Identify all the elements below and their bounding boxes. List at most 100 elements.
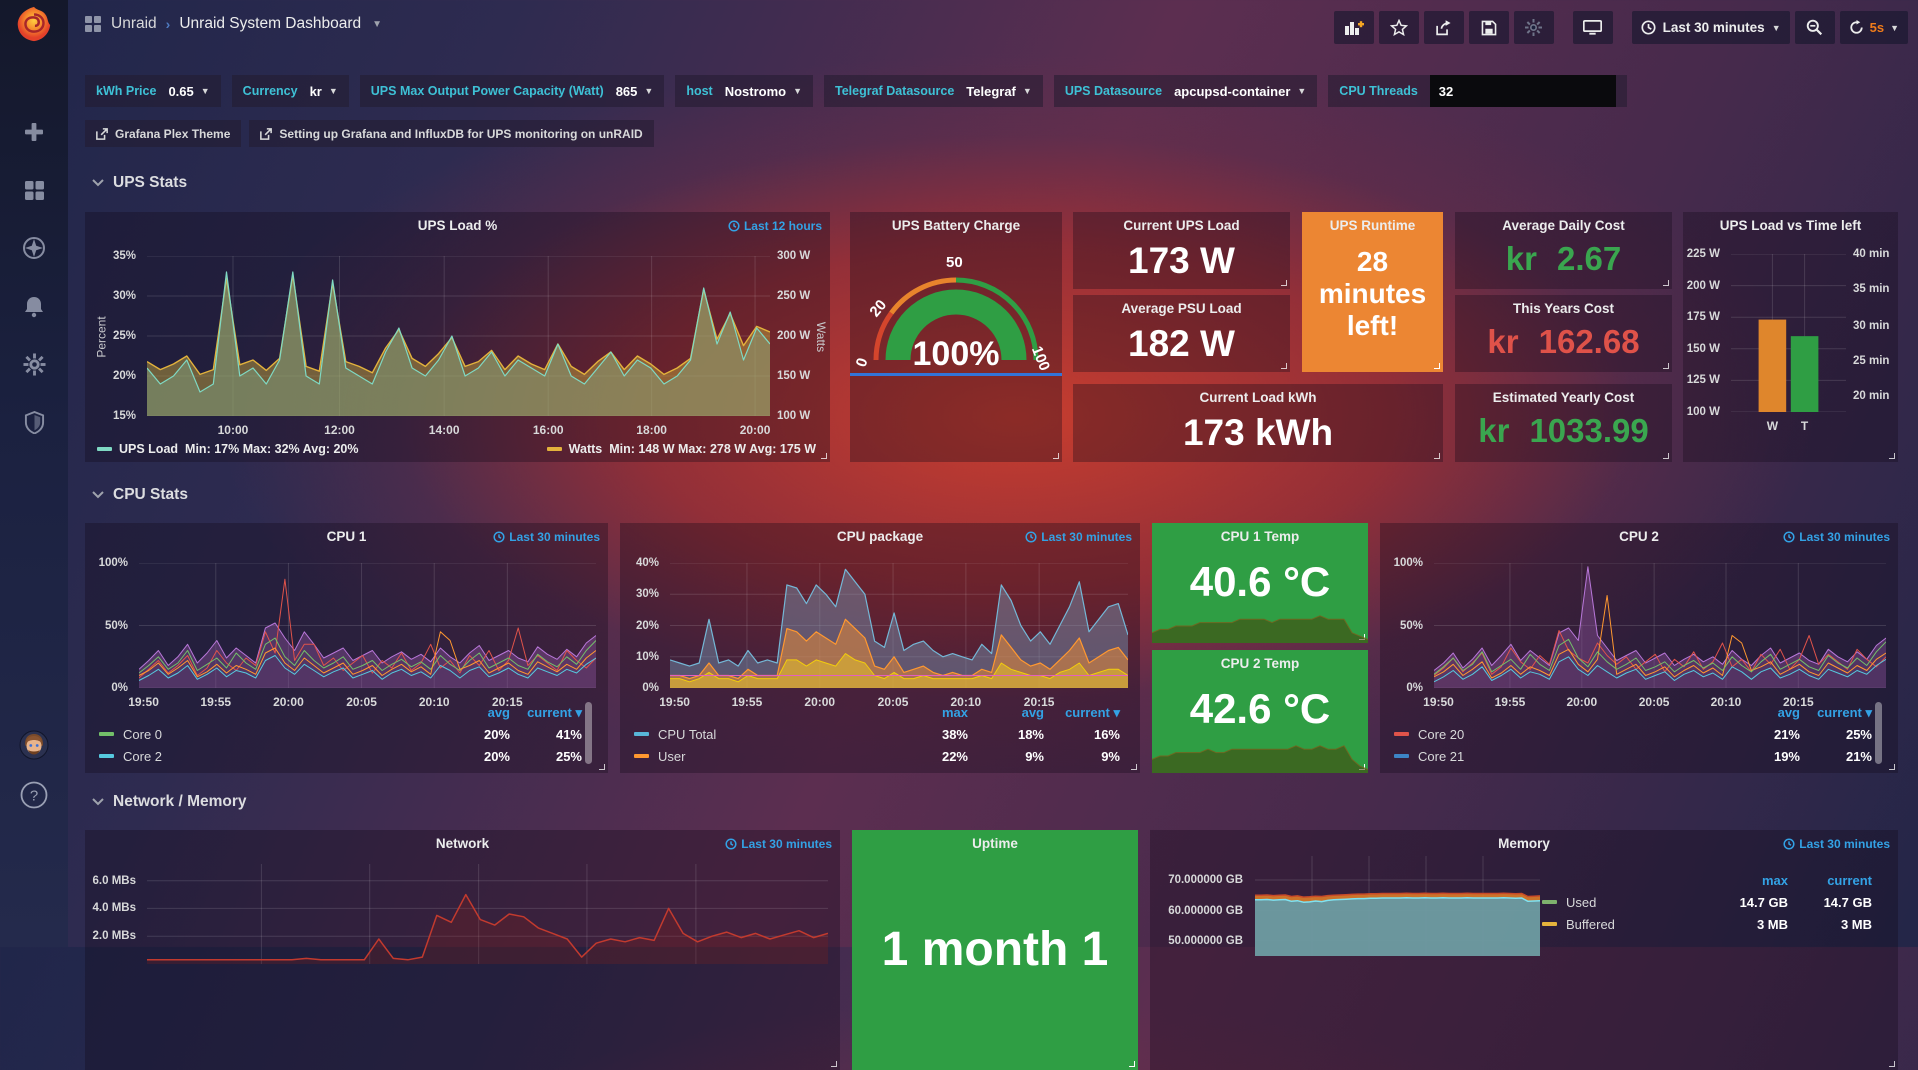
settings-button[interactable] [1513,11,1554,44]
network-chart[interactable] [147,864,828,964]
cpu2-chart[interactable] [1434,563,1886,688]
sidebar: ? [0,0,68,947]
stat-value: 42.6 °C [1189,685,1331,732]
gauge-threshold-line [850,373,1062,376]
variable-cpu-threads: CPU Threads [1328,75,1627,107]
refresh-button[interactable]: 5s ▼ [1839,11,1908,44]
panel-time-range[interactable]: Last 30 minutes [493,523,600,551]
template-variables-row: kWh Price 0.65 ▼ Currency kr ▼ UPS Max Outpu… [85,75,1627,107]
legend[interactable]: avg current ▾ Core 20 21% 25% Core 21 19% 21% [1394,702,1882,767]
share-button[interactable] [1423,11,1464,44]
panel-cpu-package: CPU package Last 30 minutes 40% 30% 20% 10%… [620,523,1140,773]
zoom-out-button[interactable] [1794,11,1835,44]
stat-value: 1 month 1 [881,923,1109,976]
legend[interactable]: max current Used 14.7 GB 14.7 GB Buffered 3 MB… [1542,870,1872,935]
clock-icon [1641,20,1656,35]
breadcrumb-app[interactable]: Unraid [111,15,157,32]
x-axis: 19:50 19:55 20:00 20:05 20:10 20:15 [1423,695,1814,709]
panel-title[interactable]: This Years Cost [1512,301,1615,316]
panel-this-years-cost: This Years Cost kr 162.68 [1455,295,1672,372]
panel-title[interactable]: CPU 2 Temp [1220,656,1300,671]
legend[interactable]: max avg current ▾ CPU Total 38% 18% 16% User 22%… [634,702,1120,767]
server-admin-shield-icon[interactable] [0,400,68,444]
chevron-down-icon [92,174,104,192]
clock-icon [1783,838,1795,850]
link-ups-monitoring-guide[interactable]: Setting up Grafana and InfluxDB for UPS … [249,120,654,147]
memory-chart[interactable] [1255,856,1540,956]
variable-currency[interactable]: Currency kr ▼ [231,75,349,107]
chevron-down-icon[interactable]: ▼ [372,18,383,30]
panel-time-range[interactable]: Last 30 minutes [725,830,832,858]
panel-title: CPU 1 [326,529,367,544]
panel-title[interactable]: Average PSU Load [1121,301,1242,316]
y-axis-left: 40% 30% 20% 10% 0% [635,557,659,694]
breadcrumb-dashboard-title[interactable]: Unraid System Dashboard [179,15,362,32]
save-button[interactable] [1468,11,1509,44]
panel-time-range[interactable]: Last 30 minutes [1783,830,1890,858]
panel-title[interactable]: Uptime [972,836,1018,851]
variable-host[interactable]: host Nostromo ▼ [675,75,814,107]
panel-title[interactable]: CPU 1 Temp [1220,529,1300,544]
temp-sparkline [1152,609,1368,643]
alerting-bell-icon[interactable] [0,284,68,328]
battery-gauge: 0 20 50 100 [853,254,1056,391]
battery-charge-value: 100% [912,335,1000,373]
breadcrumb-separator: › [165,16,171,32]
cpu1-chart[interactable] [139,563,596,688]
stat-value: 28 minutes left! [1318,246,1427,341]
panel-average-daily-cost: Average Daily Cost kr 2.67 [1455,212,1672,289]
variable-kwh-price[interactable]: kWh Price 0.65 ▼ [85,75,221,107]
breadcrumb[interactable]: Unraid › Unraid System Dashboard ▼ [84,0,382,48]
cpu-package-chart[interactable] [670,563,1128,688]
add-panel-button[interactable] [1333,11,1374,44]
create-plus-icon[interactable] [0,110,68,154]
panel-cpu1-temp: CPU 1 Temp 40.6 °C [1152,523,1368,643]
star-button[interactable] [1378,11,1419,44]
link-grafana-plex-theme[interactable]: Grafana Plex Theme [85,120,242,147]
variable-telegraf-datasource[interactable]: Telegraf Datasource Telegraf ▼ [824,75,1043,107]
panel-title[interactable]: Current UPS Load [1123,218,1240,233]
x-axis: 19:50 19:55 20:00 20:05 20:10 20:15 [128,695,523,709]
avatar[interactable] [0,723,68,767]
panel-title[interactable]: Estimated Yearly Cost [1492,390,1635,405]
dashboard-grid-icon [84,15,102,33]
chevron-down-icon: ▼ [644,86,654,96]
legend[interactable]: UPS Load Min: 17% Max: 32% Avg: 20% Watts M… [97,442,816,456]
explore-compass-icon[interactable] [0,226,68,270]
temp-sparkline [1152,739,1368,773]
configuration-gear-icon[interactable] [0,342,68,386]
section-network-memory[interactable]: Network / Memory [92,793,247,811]
ups-vs-time-bars[interactable] [1731,254,1846,412]
panel-title[interactable]: Average Daily Cost [1502,218,1625,233]
panel-ups-load: UPS Load % Last 12 hours Percent 35% 30% 2… [85,212,830,462]
time-range-picker[interactable]: Last 30 minutes ▼ [1631,11,1790,44]
legend[interactable]: avg current ▾ Core 0 20% 41% Core 2 20% 25% [99,702,592,767]
panel-title[interactable]: UPS Runtime [1329,218,1416,233]
cycle-view-button[interactable] [1572,11,1613,44]
panel-time-range[interactable]: Last 30 minutes [1783,523,1890,551]
help-icon[interactable]: ? [0,773,68,817]
external-link-icon [260,127,273,140]
grafana-logo[interactable] [9,3,59,45]
variable-ups-datasource[interactable]: UPS Datasource apcupsd-container ▼ [1053,75,1318,107]
panel-time-range[interactable]: Last 12 hours [728,212,822,240]
variable-ups-max-output[interactable]: UPS Max Output Power Capacity (Watt) 865 ▼ [359,75,665,107]
panel-title: UPS Load % [417,218,498,233]
panel-ups-battery-gauge: UPS Battery Charge 0 20 50 100 100% [850,212,1062,462]
clock-icon [1025,531,1037,543]
top-navbar: Unraid › Unraid System Dashboard ▼ Last … [0,0,1918,48]
ups-load-chart[interactable] [147,256,770,416]
section-cpu-stats[interactable]: CPU Stats [92,486,188,504]
y-axis-left: 6.0 MBs 4.0 MBs 2.0 MBs [92,874,136,943]
chevron-down-icon: ▼ [1890,22,1899,33]
panel-title[interactable]: Current Load kWh [1199,390,1317,405]
dashboards-icon[interactable] [0,168,68,212]
cpu-threads-input[interactable] [1429,75,1616,107]
panel-title[interactable]: UPS Load vs Time left [1719,218,1862,233]
stat-value: 173 W [1128,240,1235,281]
chevron-down-icon: ▼ [1297,86,1307,96]
panel-time-range[interactable]: Last 30 minutes [1025,523,1132,551]
section-ups-stats[interactable]: UPS Stats [92,174,187,192]
panel-ups-load-vs-time-left: UPS Load vs Time left 225 W 200 W 175 W 150… [1683,212,1898,462]
